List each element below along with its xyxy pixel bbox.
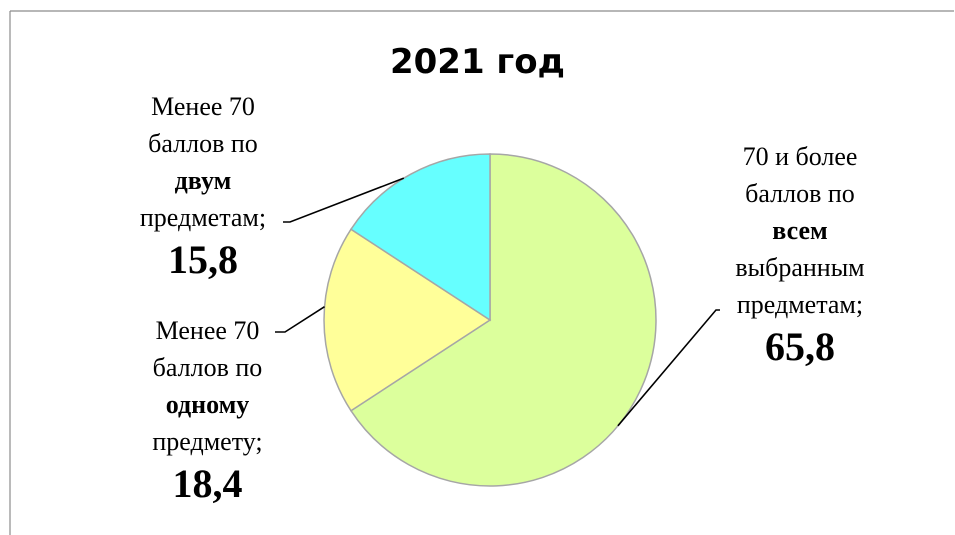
label-line: баллов по: [148, 129, 258, 158]
label-line-bold: двум: [174, 166, 232, 195]
pie-slice-one: [323, 228, 492, 412]
label-line: предмету;: [152, 427, 263, 456]
pie-slice-two: [349, 153, 491, 322]
slice-label-two-subjects: Менее 70 баллов по двум предметам; 15,8: [118, 88, 288, 284]
leader-lines: [275, 177, 720, 427]
pie-chart: [323, 153, 657, 487]
label-line: предметам;: [736, 290, 864, 319]
slice-label-one-subject: Менее 70 баллов по одному предмету; 18,4: [120, 312, 295, 508]
label-line-bold: всем: [772, 216, 828, 245]
slice-value-two-subjects: 15,8: [168, 237, 238, 282]
slice-value-one-subject: 18,4: [172, 461, 243, 506]
leader-line-all-subjects: [617, 309, 720, 427]
label-line: предметам;: [139, 203, 267, 232]
label-line: баллов по: [152, 353, 263, 382]
slice-label-all-subjects: 70 и более баллов по всем выбранным пред…: [700, 138, 900, 371]
label-line: Менее 70: [155, 316, 260, 345]
leader-line-two-subjects: [283, 177, 405, 223]
label-line: Менее 70: [151, 92, 255, 121]
label-line-bold: одному: [165, 390, 250, 419]
pie-slice-all: [349, 153, 657, 487]
slice-value-all-subjects: 65,8: [765, 324, 835, 369]
label-line: 70 и более: [742, 142, 858, 171]
chart-title: 2021 год: [389, 42, 566, 82]
label-line: баллов по: [745, 179, 855, 208]
leader-line-one-subject: [275, 306, 325, 333]
label-line: выбранным: [735, 253, 865, 282]
